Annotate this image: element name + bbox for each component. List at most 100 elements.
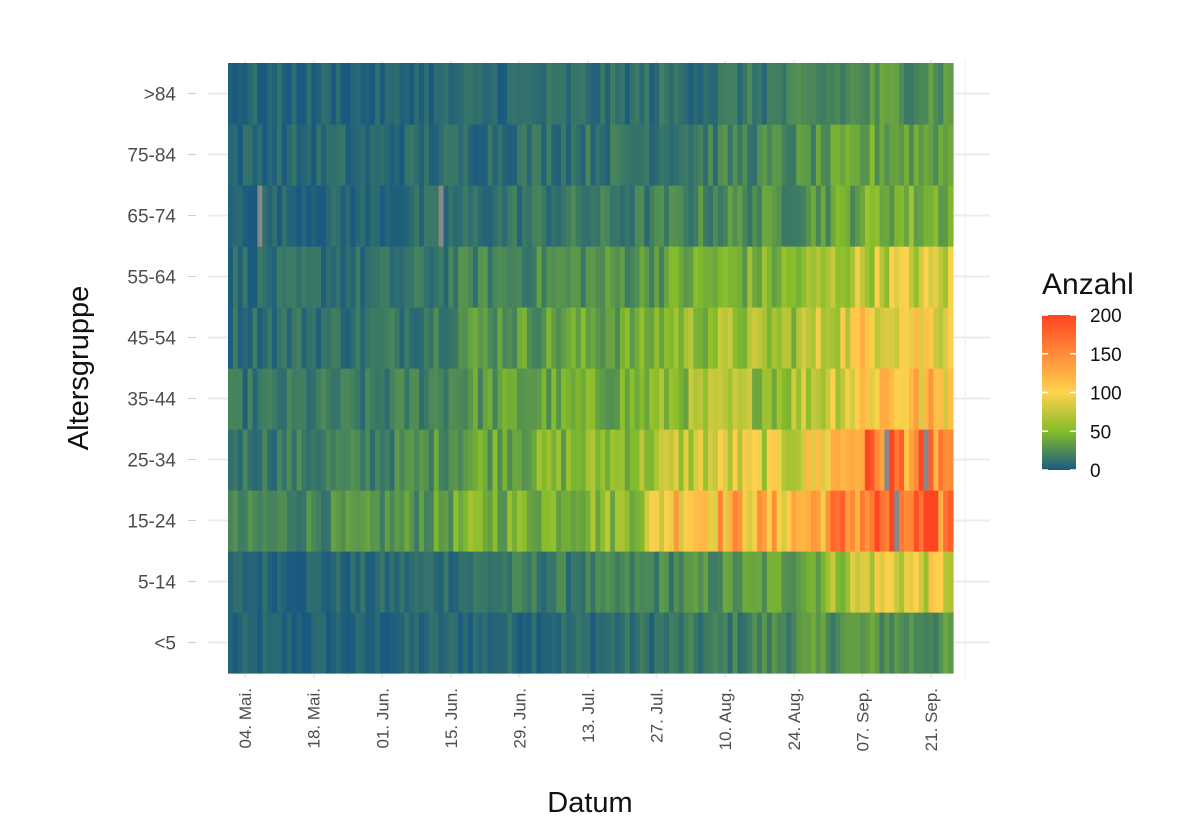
- heatmap-cell: [781, 551, 788, 613]
- heatmap-cell: [600, 429, 606, 491]
- heatmap-cell: [497, 63, 503, 125]
- heatmap-cell: [610, 429, 616, 491]
- heatmap-cell: [507, 307, 513, 369]
- x-tick-label: 10. Aug.: [716, 688, 735, 750]
- heatmap-cell: [262, 429, 268, 491]
- heatmap-cell: [629, 490, 636, 552]
- heatmap-cell: [360, 246, 366, 308]
- heatmap-cell: [595, 490, 601, 552]
- x-tick-label: 27. Jul.: [648, 688, 667, 743]
- heatmap-cell: [482, 368, 489, 430]
- heatmap-cell: [918, 429, 925, 491]
- heatmap-cell: [727, 63, 734, 125]
- heatmap-cell: [374, 63, 381, 125]
- heatmap-cell: [237, 246, 244, 308]
- heatmap-cell: [761, 490, 768, 552]
- heatmap-cell: [482, 63, 489, 125]
- heatmap-cell: [722, 490, 729, 552]
- heatmap-cell: [291, 185, 298, 247]
- heatmap-cell: [512, 612, 518, 674]
- heatmap-cell: [796, 246, 802, 308]
- heatmap-cell: [507, 63, 513, 125]
- heatmap-cell: [781, 612, 788, 674]
- heatmap-cell: [428, 612, 435, 674]
- heatmap-cell: [531, 307, 538, 369]
- heatmap-cell: [624, 307, 631, 369]
- heatmap-cell: [796, 612, 802, 674]
- heatmap-cell: [590, 246, 596, 308]
- heatmap-cell: [654, 368, 660, 430]
- heatmap-cell: [453, 429, 459, 491]
- heatmap-cell: [521, 368, 528, 430]
- heatmap-cell: [835, 246, 841, 308]
- heatmap-cell: [776, 612, 783, 674]
- heatmap-cell: [663, 246, 670, 308]
- heatmap-cell: [291, 124, 298, 186]
- heatmap-cell: [771, 246, 778, 308]
- heatmap-cell: [502, 246, 508, 308]
- heatmap-cell: [786, 185, 792, 247]
- heatmap-cell: [350, 429, 356, 491]
- heatmap-cell: [845, 368, 851, 430]
- heatmap-cell: [791, 429, 797, 491]
- heatmap-cell: [801, 612, 807, 674]
- heatmap-cell: [570, 63, 577, 125]
- heatmap-cell: [766, 551, 773, 613]
- heatmap-cell: [345, 429, 352, 491]
- heatmap-cell: [678, 429, 685, 491]
- heatmap-cell: [644, 612, 650, 674]
- heatmap-cell: [815, 63, 822, 125]
- heatmap-cell: [791, 246, 797, 308]
- heatmap-cell: [899, 185, 905, 247]
- heatmap-cell: [712, 551, 719, 613]
- heatmap-cell: [286, 551, 293, 613]
- heatmap-cell: [619, 429, 626, 491]
- heatmap-cell: [311, 429, 317, 491]
- heatmap-cell: [570, 246, 577, 308]
- heatmap-cell: [923, 185, 930, 247]
- heatmap-cell: [360, 612, 366, 674]
- heatmap-cell: [580, 429, 587, 491]
- heatmap-cell: [918, 490, 925, 552]
- heatmap-cell: [492, 368, 499, 430]
- heatmap-cell: [659, 124, 665, 186]
- heatmap-cell: [708, 307, 714, 369]
- heatmap-cell: [732, 490, 739, 552]
- heatmap-cell: [561, 612, 567, 674]
- heatmap-cell: [526, 124, 533, 186]
- heatmap-cell: [825, 490, 832, 552]
- heatmap-cell: [404, 63, 410, 125]
- heatmap-cell: [825, 551, 832, 613]
- heatmap-cell: [855, 246, 861, 308]
- heatmap-cell: [291, 246, 298, 308]
- heatmap-cell: [761, 368, 768, 430]
- heatmap-cell: [678, 63, 685, 125]
- heatmap-cell: [252, 368, 258, 430]
- heatmap-cell: [610, 185, 616, 247]
- heatmap-cell: [443, 185, 450, 247]
- heatmap-cell: [766, 307, 773, 369]
- heatmap-cell: [732, 368, 739, 430]
- heatmap-cell: [757, 307, 763, 369]
- heatmap-cell: [644, 124, 650, 186]
- heatmap-cell: [242, 307, 249, 369]
- heatmap-cell: [869, 490, 876, 552]
- heatmap-cell: [928, 612, 935, 674]
- heatmap-cell: [232, 124, 239, 186]
- heatmap-cell: [703, 63, 709, 125]
- heatmap-cell: [316, 63, 322, 125]
- heatmap-cell: [237, 307, 244, 369]
- heatmap-cell: [575, 429, 582, 491]
- heatmap-cell: [605, 185, 611, 247]
- heatmap-cell: [761, 63, 768, 125]
- heatmap-cell: [247, 368, 254, 430]
- heatmap-cell: [546, 246, 552, 308]
- heatmap-cell: [321, 612, 327, 674]
- heatmap-cell: [624, 429, 631, 491]
- heatmap-cell: [590, 63, 596, 125]
- heatmap-cell: [414, 185, 420, 247]
- heatmap-cell: [708, 124, 714, 186]
- heatmap-cell: [389, 63, 396, 125]
- heatmap-cell: [453, 368, 459, 430]
